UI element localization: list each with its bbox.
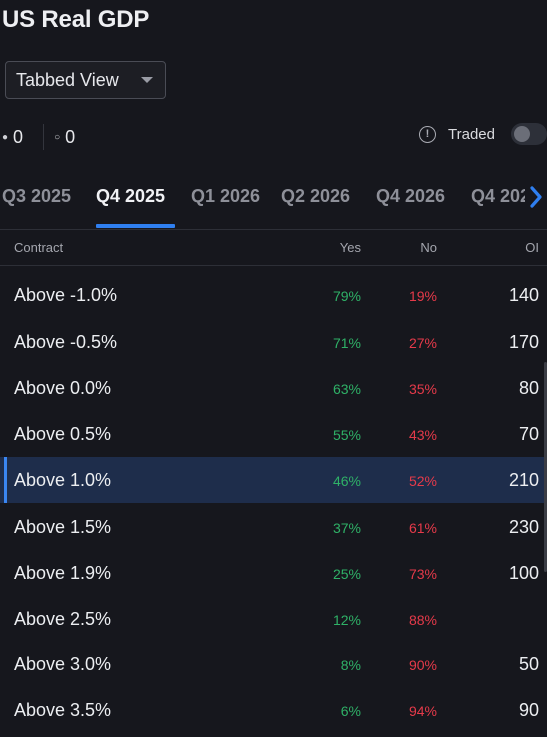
- header-yes: Yes: [339, 240, 361, 255]
- yes-price[interactable]: 25%: [332, 566, 361, 582]
- table-row[interactable]: Above 3.5% 6% 94% 90: [0, 687, 547, 733]
- chevron-right-icon[interactable]: [525, 178, 547, 216]
- yes-price[interactable]: 8%: [340, 657, 361, 673]
- open-interest: 50: [518, 654, 539, 674]
- yes-price[interactable]: 37%: [332, 520, 361, 536]
- no-price[interactable]: 73%: [408, 566, 437, 582]
- traded-label: Traded: [448, 125, 495, 143]
- divider: [43, 124, 45, 150]
- no-price[interactable]: 90%: [408, 657, 437, 673]
- caret-down-icon: [141, 77, 153, 83]
- active-tab-indicator: [96, 224, 175, 228]
- dot-icon: ●: [2, 131, 9, 143]
- open-interest: 90: [518, 700, 539, 720]
- open-interest: 70: [518, 424, 539, 444]
- table-row[interactable]: Above 1.5% 37% 61% 230: [0, 504, 547, 550]
- open-interest: 140: [508, 285, 539, 305]
- no-price[interactable]: 43%: [408, 427, 437, 443]
- tab-q4-2026[interactable]: Q4 2026: [376, 186, 446, 206]
- contract-label: Above -1.0%: [14, 285, 118, 305]
- yes-price[interactable]: 63%: [332, 381, 361, 397]
- no-price[interactable]: 52%: [408, 473, 437, 489]
- period-tabs: Q3 2025 Q4 2025 Q1 2026 Q2 2026 Q4 2026 …: [0, 176, 547, 230]
- yes-price[interactable]: 79%: [332, 288, 361, 304]
- tab-q1-2026[interactable]: Q1 2026: [191, 186, 261, 206]
- open-interest: 170: [508, 332, 539, 352]
- header-contract: Contract: [14, 240, 64, 255]
- no-price[interactable]: 94%: [408, 703, 437, 719]
- view-select[interactable]: Tabbed View: [5, 61, 166, 99]
- count-second: 0: [65, 126, 76, 147]
- no-price[interactable]: 27%: [408, 335, 437, 351]
- position-counts: ● 0 ○ 0: [2, 124, 75, 150]
- contract-label: Above -0.5%: [14, 332, 118, 352]
- no-price[interactable]: 88%: [408, 612, 437, 628]
- table-row[interactable]: Above 0.5% 55% 43% 70: [0, 411, 547, 457]
- scrollbar[interactable]: [544, 362, 547, 572]
- table-row[interactable]: Above 2.5% 12% 88%: [0, 596, 547, 642]
- no-price[interactable]: 19%: [408, 288, 437, 304]
- contract-label: Above 3.5%: [14, 700, 112, 720]
- table-row[interactable]: Above 0.0% 63% 35% 80: [0, 365, 547, 411]
- yes-price[interactable]: 71%: [332, 335, 361, 351]
- contract-label: Above 3.0%: [14, 654, 112, 674]
- open-interest: 210: [508, 470, 539, 490]
- view-select-value: Tabbed View: [16, 69, 119, 90]
- table-row[interactable]: Above 1.9% 25% 73% 100: [0, 550, 547, 596]
- open-interest: 230: [508, 517, 539, 537]
- contract-label: Above 1.9%: [14, 563, 112, 583]
- contract-label: Above 1.5%: [14, 517, 112, 537]
- contract-label: Above 2.5%: [14, 609, 112, 629]
- no-price[interactable]: 35%: [408, 381, 437, 397]
- no-price[interactable]: 61%: [408, 520, 437, 536]
- yes-price[interactable]: 46%: [332, 473, 361, 489]
- table-row[interactable]: Above 3.0% 8% 90% 50: [0, 641, 547, 687]
- yes-price[interactable]: 55%: [332, 427, 361, 443]
- count-first: 0: [13, 126, 24, 147]
- table-row[interactable]: Above -1.0% 79% 19% 140: [0, 272, 547, 318]
- page-title: US Real GDP: [2, 6, 150, 33]
- header-oi: OI: [525, 240, 539, 255]
- open-interest: 80: [518, 378, 539, 398]
- tab-q2-2026[interactable]: Q2 2026: [281, 186, 351, 206]
- ring-icon: ○: [54, 131, 61, 143]
- yes-price[interactable]: 12%: [332, 612, 361, 628]
- info-icon[interactable]: !: [419, 125, 437, 143]
- traded-toggle[interactable]: [511, 123, 547, 145]
- contract-label: Above 0.5%: [14, 424, 112, 444]
- tab-q4-2025[interactable]: Q4 2025: [96, 186, 166, 206]
- contract-label: Above 0.0%: [14, 378, 112, 398]
- traded-filter: ! Traded: [419, 121, 547, 147]
- contract-label: Above 1.0%: [14, 470, 112, 490]
- table-row[interactable]: Above -0.5% 71% 27% 170: [0, 319, 547, 365]
- yes-price[interactable]: 6%: [340, 703, 361, 719]
- table-header: Contract Yes No OI: [0, 236, 547, 266]
- tab-q4-2027[interactable]: Q4 2027: [471, 186, 541, 206]
- open-interest: 100: [508, 563, 539, 583]
- toggle-knob: [514, 126, 530, 142]
- tab-q3-2025[interactable]: Q3 2025: [2, 186, 72, 206]
- table-row-selected[interactable]: Above 1.0% 46% 52% 210: [0, 457, 547, 503]
- header-no: No: [420, 240, 437, 255]
